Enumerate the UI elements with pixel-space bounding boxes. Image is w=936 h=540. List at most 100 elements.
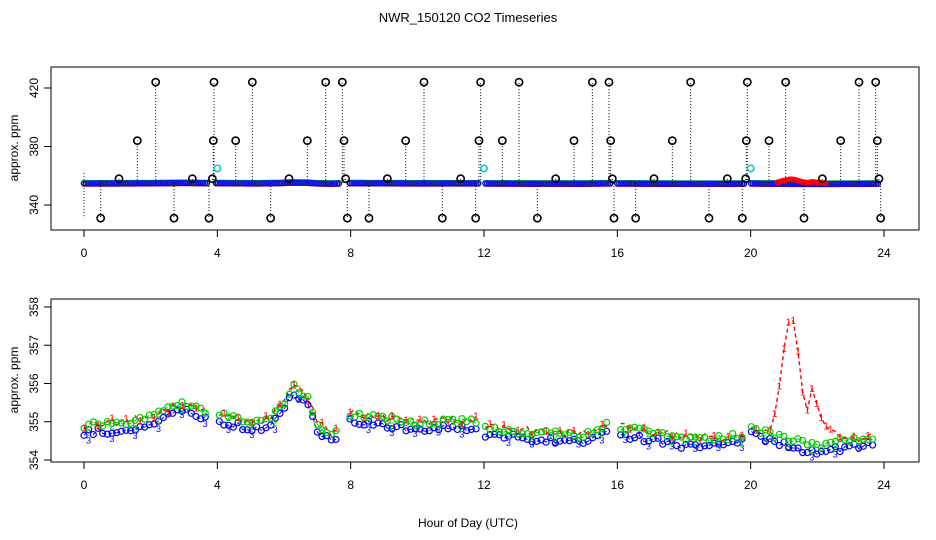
bottom-point-label-series-1: 1 [417, 415, 423, 426]
bottom-point-series-3 [309, 412, 317, 421]
bottom-point-series-3 [621, 430, 629, 439]
top-spike-point [587, 77, 597, 87]
bottom-panel: approx. ppm 3 3 3 3 3 3 3 3 3 3 3 3 3 3 3 3 3 3 3 3 3 3 3 3 3 3 3 3… [7, 297, 920, 492]
bottom-point-label-series-3: 3 [856, 444, 861, 454]
bottom-point-label-series-3: 3 [599, 436, 604, 446]
bottom-point-label-series-1: 1 [347, 408, 353, 419]
bottom-point-label-series-1: 1 [786, 317, 792, 328]
bottom-point-series-3 [117, 427, 125, 435]
bottom-y-axis-label: approx. ppm [7, 347, 21, 414]
bottom-point-label-series-1: 1 [473, 411, 479, 422]
top-cyan-point [213, 164, 222, 173]
top-cyan-point [746, 164, 755, 173]
bottom-point-label-series-2: 2 [179, 406, 184, 416]
bottom-point-series-3 [486, 431, 494, 439]
top-spike-point [302, 136, 312, 146]
bottom-point-series-2 [505, 426, 513, 434]
bottom-point-series-2 [738, 433, 746, 441]
bottom-point-series-2 [617, 426, 625, 434]
bottom-point-series-3 [169, 409, 177, 417]
bottom-point-series-3 [845, 442, 853, 450]
bottom-point-series-3 [467, 425, 475, 434]
bottom-point-label-series-1: 1 [865, 431, 871, 442]
top-spike-point [874, 174, 884, 184]
bottom-point-label-series-2: 2 [529, 434, 534, 444]
bottom-point-series-3 [649, 435, 657, 443]
bottom-point-series-3 [402, 427, 410, 435]
bottom-point-series-2 [411, 421, 419, 429]
bottom-point-series-3 [323, 432, 331, 440]
bottom-point-series-2 [164, 403, 172, 411]
bottom-point-label-series-3: 3 [833, 449, 838, 459]
bottom-point-series-2 [435, 420, 443, 429]
bottom-point-series-2 [817, 444, 825, 452]
top-spike-point [514, 77, 524, 87]
bottom-point-label-series-1: 1 [179, 401, 185, 412]
bottom-x-tick-label: 20 [744, 478, 758, 492]
bottom-point-series-2 [332, 427, 340, 435]
bottom-point-series-3 [533, 437, 541, 445]
bottom-point-series-2 [481, 422, 489, 430]
bottom-point-series-3 [229, 423, 237, 431]
top-panel: approx. ppm 0 4 8 12 16 20 24 340 380 420 [7, 66, 920, 260]
bottom-point-series-2 [285, 390, 293, 398]
bottom-point-label-series-3: 3 [156, 424, 161, 434]
top-spike-point [704, 213, 714, 223]
top-axes-layer: 0 4 8 12 16 20 24 340 380 420 [27, 78, 891, 260]
bottom-point-series-3 [113, 429, 121, 437]
top-y-tick-label: 420 [27, 78, 41, 98]
bottom-point-series-3 [794, 444, 802, 452]
top-spike-point [341, 174, 351, 184]
bottom-point-label-series-3: 3 [623, 435, 628, 445]
bottom-point-label-series-2: 2 [786, 436, 791, 446]
bottom-point-series-3 [757, 432, 765, 440]
bottom-point-series-2 [673, 433, 681, 441]
bottom-point-series-3 [159, 413, 167, 422]
bottom-point-series-2 [113, 418, 121, 426]
bottom-point-series-2 [719, 435, 727, 443]
top-spike-point [209, 77, 219, 87]
bottom-point-series-2 [855, 437, 863, 445]
bottom-point-series-3 [407, 425, 415, 433]
bottom-point-series-3 [360, 421, 368, 429]
bottom-point-series-3 [248, 427, 256, 435]
bottom-point-label-series-3: 3 [506, 438, 511, 448]
bottom-point-series-2 [397, 418, 405, 426]
bottom-point-label-series-3: 3 [249, 430, 254, 440]
bottom-point-series-2 [654, 428, 662, 437]
bottom-series-line-1 [620, 422, 743, 443]
bottom-point-series-2 [379, 412, 387, 420]
top-spike-point [382, 174, 392, 184]
bottom-series-line-1 [484, 423, 608, 438]
bottom-point-label-series-2: 2 [156, 414, 161, 424]
bottom-point-label-series-1: 1 [445, 418, 451, 429]
bottom-point-series-3 [197, 415, 205, 423]
bottom-point-series-2 [309, 408, 317, 416]
bottom-point-series-2 [785, 437, 793, 445]
bottom-point-series-2 [425, 420, 433, 428]
bottom-point-label-series-1: 1 [431, 414, 437, 425]
bottom-point-series-2 [771, 434, 779, 442]
bottom-point-label-series-1: 1 [543, 427, 549, 438]
bottom-point-label-series-2: 2 [413, 421, 418, 431]
bottom-point-label-series-2: 2 [553, 433, 558, 443]
bottom-point-series-2 [668, 432, 676, 440]
bottom-point-label-series-1: 1 [571, 426, 577, 437]
bottom-point-series-2 [724, 436, 732, 444]
top-spike-point [474, 136, 484, 146]
bottom-point-label-series-2: 2 [716, 440, 721, 450]
bottom-point-series-2 [495, 428, 503, 436]
bottom-point-series-2 [827, 438, 835, 446]
bottom-point-series-3 [789, 444, 797, 452]
bottom-point-series-3 [855, 444, 863, 452]
bottom-point-series-3 [355, 420, 363, 428]
bottom-point-label-series-1: 1 [828, 424, 834, 435]
top-spike-point [686, 77, 696, 87]
bottom-point-series-3 [556, 437, 564, 445]
bottom-point-label-series-3: 3 [86, 435, 91, 445]
bottom-point-series-2 [290, 380, 298, 388]
bottom-point-series-3 [89, 430, 97, 439]
